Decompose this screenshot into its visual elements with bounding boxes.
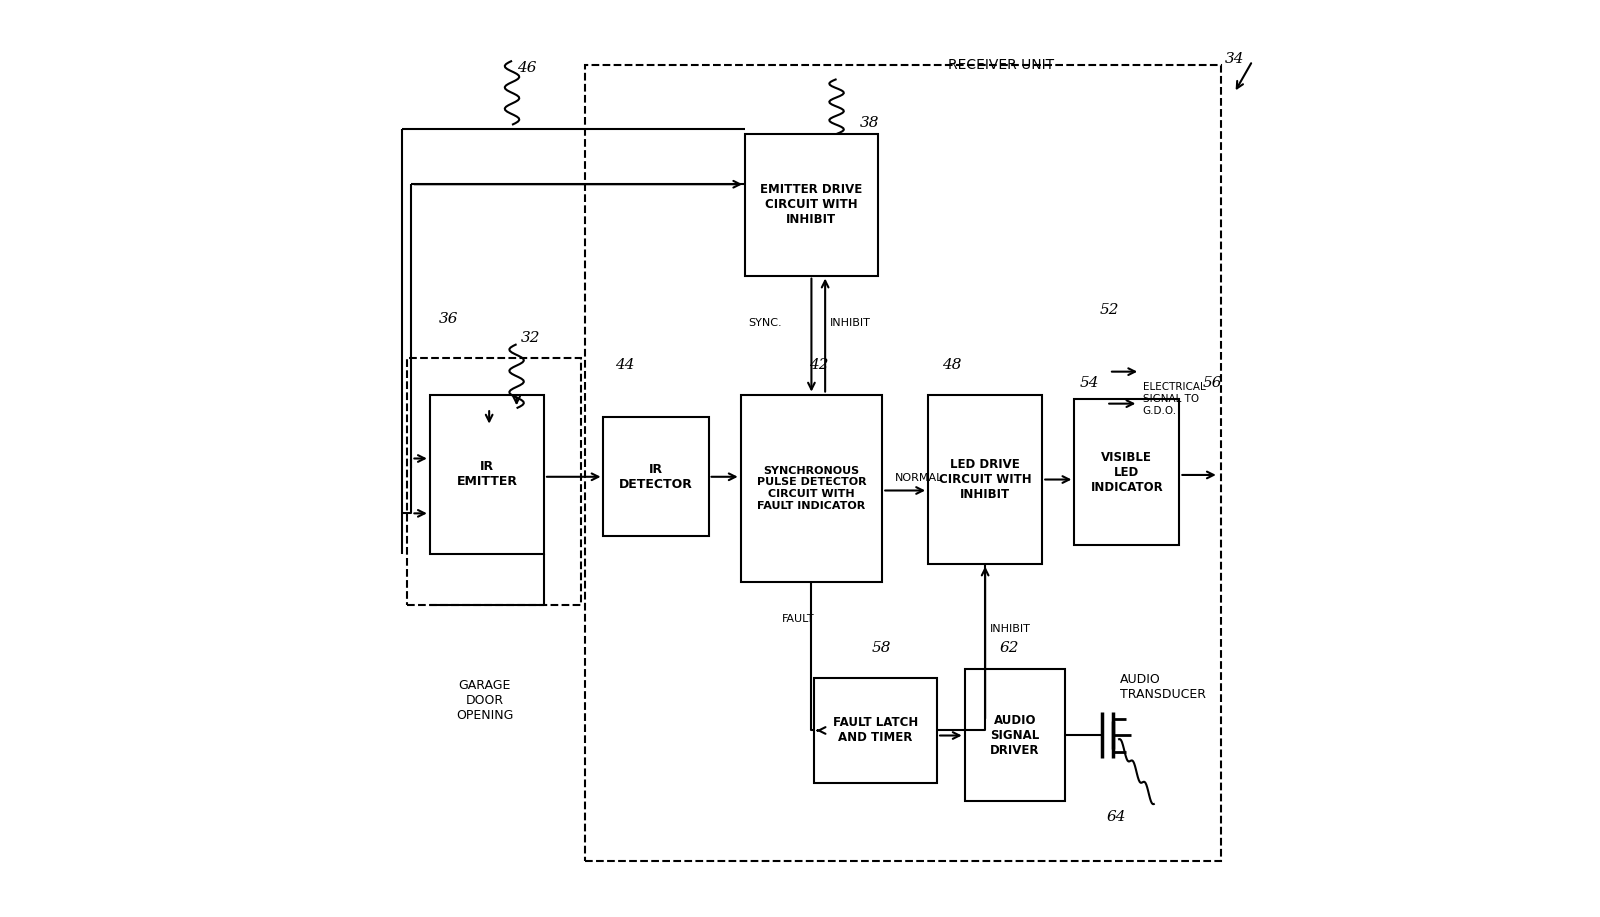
Text: 62: 62 <box>1000 641 1019 656</box>
Text: EMITTER DRIVE
CIRCUIT WITH
INHIBIT: EMITTER DRIVE CIRCUIT WITH INHIBIT <box>760 183 862 226</box>
Text: 46: 46 <box>517 61 536 75</box>
Text: IR
EMITTER: IR EMITTER <box>456 460 517 489</box>
Text: 44: 44 <box>616 358 635 372</box>
FancyBboxPatch shape <box>746 134 878 276</box>
FancyBboxPatch shape <box>1074 399 1179 546</box>
Text: RECEIVER UNIT: RECEIVER UNIT <box>949 59 1054 72</box>
Text: SYNC.: SYNC. <box>747 318 781 328</box>
Text: FAULT: FAULT <box>781 613 814 624</box>
Text: AUDIO
TRANSDUCER: AUDIO TRANSDUCER <box>1120 673 1206 702</box>
Text: NORMAL: NORMAL <box>894 473 944 483</box>
Text: AUDIO
SIGNAL
DRIVER: AUDIO SIGNAL DRIVER <box>990 713 1040 757</box>
Text: IR
DETECTOR: IR DETECTOR <box>619 463 693 491</box>
Text: 64: 64 <box>1106 811 1126 824</box>
Text: LED DRIVE
CIRCUIT WITH
INHIBIT: LED DRIVE CIRCUIT WITH INHIBIT <box>939 458 1032 501</box>
Text: 56: 56 <box>1202 376 1222 391</box>
Text: SYNCHRONOUS
PULSE DETECTOR
CIRCUIT WITH
FAULT INDICATOR: SYNCHRONOUS PULSE DETECTOR CIRCUIT WITH … <box>757 466 866 511</box>
Text: ELECTRICAL
SIGNAL TO
G.D.O.: ELECTRICAL SIGNAL TO G.D.O. <box>1142 382 1205 415</box>
Text: 42: 42 <box>810 358 829 372</box>
Text: 38: 38 <box>859 116 878 129</box>
Text: GARAGE
DOOR
OPENING: GARAGE DOOR OPENING <box>456 679 514 723</box>
FancyBboxPatch shape <box>814 678 938 783</box>
Text: INHIBIT: INHIBIT <box>990 624 1030 634</box>
Text: 36: 36 <box>438 312 458 326</box>
Text: 32: 32 <box>522 330 541 345</box>
Text: FAULT LATCH
AND TIMER: FAULT LATCH AND TIMER <box>832 716 918 745</box>
Text: 34: 34 <box>1226 51 1245 66</box>
Text: 48: 48 <box>942 358 962 372</box>
FancyBboxPatch shape <box>965 668 1066 801</box>
Text: VISIBLE
LED
INDICATOR: VISIBLE LED INDICATOR <box>1091 451 1163 493</box>
Text: INHIBIT: INHIBIT <box>830 318 870 328</box>
FancyBboxPatch shape <box>928 394 1042 564</box>
FancyBboxPatch shape <box>430 394 544 555</box>
Text: 52: 52 <box>1099 304 1120 317</box>
Text: 58: 58 <box>872 641 891 656</box>
Text: 54: 54 <box>1080 376 1099 391</box>
FancyBboxPatch shape <box>741 394 882 582</box>
FancyBboxPatch shape <box>603 417 709 536</box>
